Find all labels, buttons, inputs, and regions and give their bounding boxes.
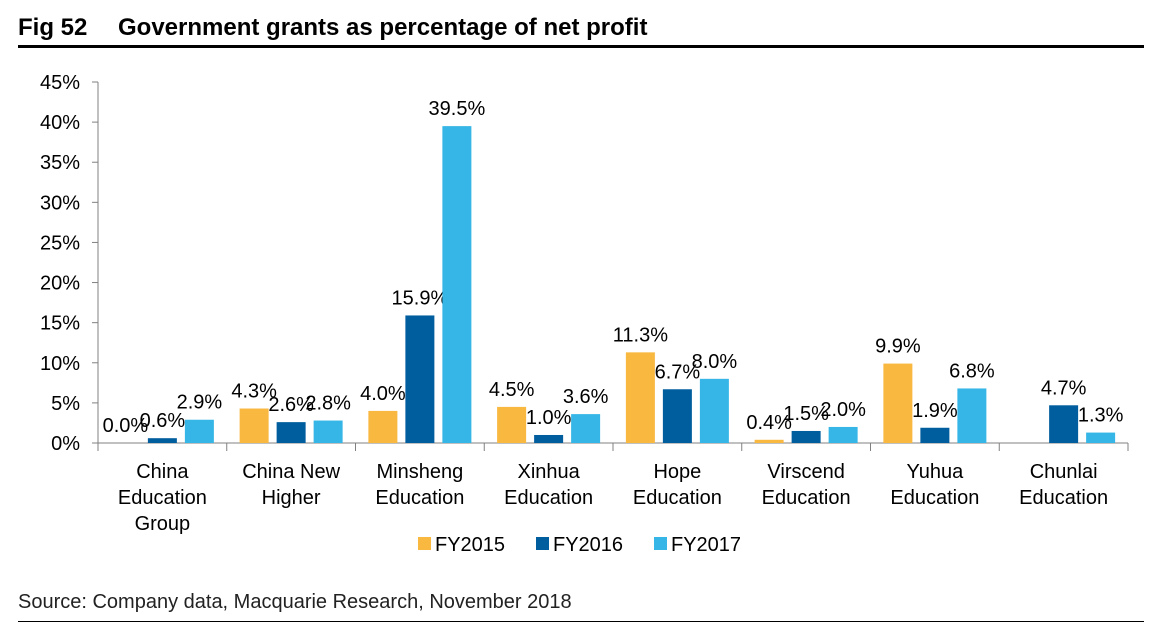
legend-swatch-fy2017 <box>654 537 667 550</box>
data-label: 1.5% <box>783 403 829 425</box>
bar-fy2016 <box>791 430 821 443</box>
y-tick-label: 35% <box>40 152 80 174</box>
data-label: 2.8% <box>305 393 351 415</box>
y-tick-label: 25% <box>40 232 80 254</box>
x-category-label: Education <box>633 487 722 509</box>
bar-fy2016 <box>405 315 435 443</box>
source-note: Source: Company data, Macquarie Research… <box>18 591 572 613</box>
data-label: 4.3% <box>231 381 277 403</box>
bar-fy2017 <box>184 419 214 443</box>
x-category-label: China New <box>242 461 340 483</box>
bar-fy2017 <box>313 420 343 443</box>
legend-swatch-fy2016 <box>536 537 549 550</box>
data-label: 4.7% <box>1041 377 1087 399</box>
x-category-label: Education <box>118 487 207 509</box>
bar-fy2016 <box>534 434 564 443</box>
x-category-label: Education <box>504 487 593 509</box>
x-category-label: Yuhua <box>907 461 965 483</box>
bar-fy2016 <box>147 438 177 443</box>
data-label: 3.6% <box>563 386 609 408</box>
y-tick-label: 30% <box>40 192 80 214</box>
bar-fy2017 <box>1086 432 1116 443</box>
y-tick-label: 45% <box>40 72 80 94</box>
data-label: 4.0% <box>360 383 406 405</box>
x-category-label: Chunlai <box>1030 461 1098 483</box>
bar-fy2016 <box>662 389 692 443</box>
data-label: 9.9% <box>875 336 921 358</box>
legend-label: FY2017 <box>671 534 741 556</box>
bottom-divider <box>18 621 1144 622</box>
x-category-label: China <box>136 461 189 483</box>
x-category-label: Minsheng <box>377 461 464 483</box>
data-label: 1.9% <box>912 400 958 422</box>
bar-fy2017 <box>828 426 858 443</box>
y-tick-label: 40% <box>40 112 80 134</box>
data-label: 2.6% <box>268 394 314 416</box>
data-label: 0.4% <box>746 412 792 434</box>
data-label: 2.9% <box>177 392 223 414</box>
data-label: 15.9% <box>392 287 449 309</box>
y-tick-label: 0% <box>51 433 80 455</box>
x-category-label: Xinhua <box>517 461 580 483</box>
data-label: 2.0% <box>820 399 866 421</box>
bar-fy2017 <box>442 126 472 443</box>
y-tick-label: 5% <box>51 393 80 415</box>
figure-number: Fig 52 <box>18 14 88 41</box>
y-tick-label: 20% <box>40 273 80 295</box>
figure-header: Fig 52 Government grants as percentage o… <box>18 12 1144 48</box>
x-category-label: Higher <box>262 487 321 509</box>
bar-fy2017 <box>571 414 601 443</box>
bar-chart: 0% 5% 10% 15% 20% 25% 30% 35% 40% 45% 0.0%0.6%2.9%… <box>40 72 1129 556</box>
data-label: 0.0% <box>103 415 149 437</box>
bar-fy2016 <box>1049 405 1079 443</box>
bar-fy2017 <box>957 388 987 443</box>
bar-fy2015 <box>368 410 398 443</box>
bar-fy2015 <box>883 363 913 443</box>
x-category-label: Education <box>1019 487 1108 509</box>
data-label: 8.0% <box>692 351 738 373</box>
bar-fy2017 <box>699 378 729 443</box>
data-label: 0.6% <box>140 410 186 432</box>
bar-fy2015 <box>239 408 269 443</box>
x-category-label: Education <box>890 487 979 509</box>
bar-fy2015 <box>497 406 527 443</box>
bar-fy2015 <box>625 352 655 443</box>
data-label: 1.3% <box>1078 405 1124 427</box>
legend-swatch-fy2015 <box>418 537 431 550</box>
data-label: 6.7% <box>655 361 701 383</box>
x-category-label: Virscend <box>767 461 844 483</box>
y-tick-label: 10% <box>40 353 80 375</box>
data-label: 39.5% <box>429 98 486 120</box>
figure-title: Government grants as percentage of net p… <box>118 14 648 41</box>
x-category-label: Education <box>762 487 851 509</box>
x-category-label: Hope <box>653 461 701 483</box>
data-label: 6.8% <box>949 360 995 382</box>
bar-fy2015 <box>754 439 784 443</box>
x-category-label: Education <box>375 487 464 509</box>
x-category-label: Group <box>135 513 191 535</box>
y-tick-label: 15% <box>40 313 80 335</box>
bar-fy2016 <box>920 427 950 443</box>
legend-label: FY2015 <box>435 534 505 556</box>
bar-fy2016 <box>276 422 306 443</box>
legend-label: FY2016 <box>553 534 623 556</box>
data-label: 11.3% <box>613 324 668 346</box>
data-label: 1.0% <box>526 407 572 429</box>
data-label: 4.5% <box>489 379 535 401</box>
